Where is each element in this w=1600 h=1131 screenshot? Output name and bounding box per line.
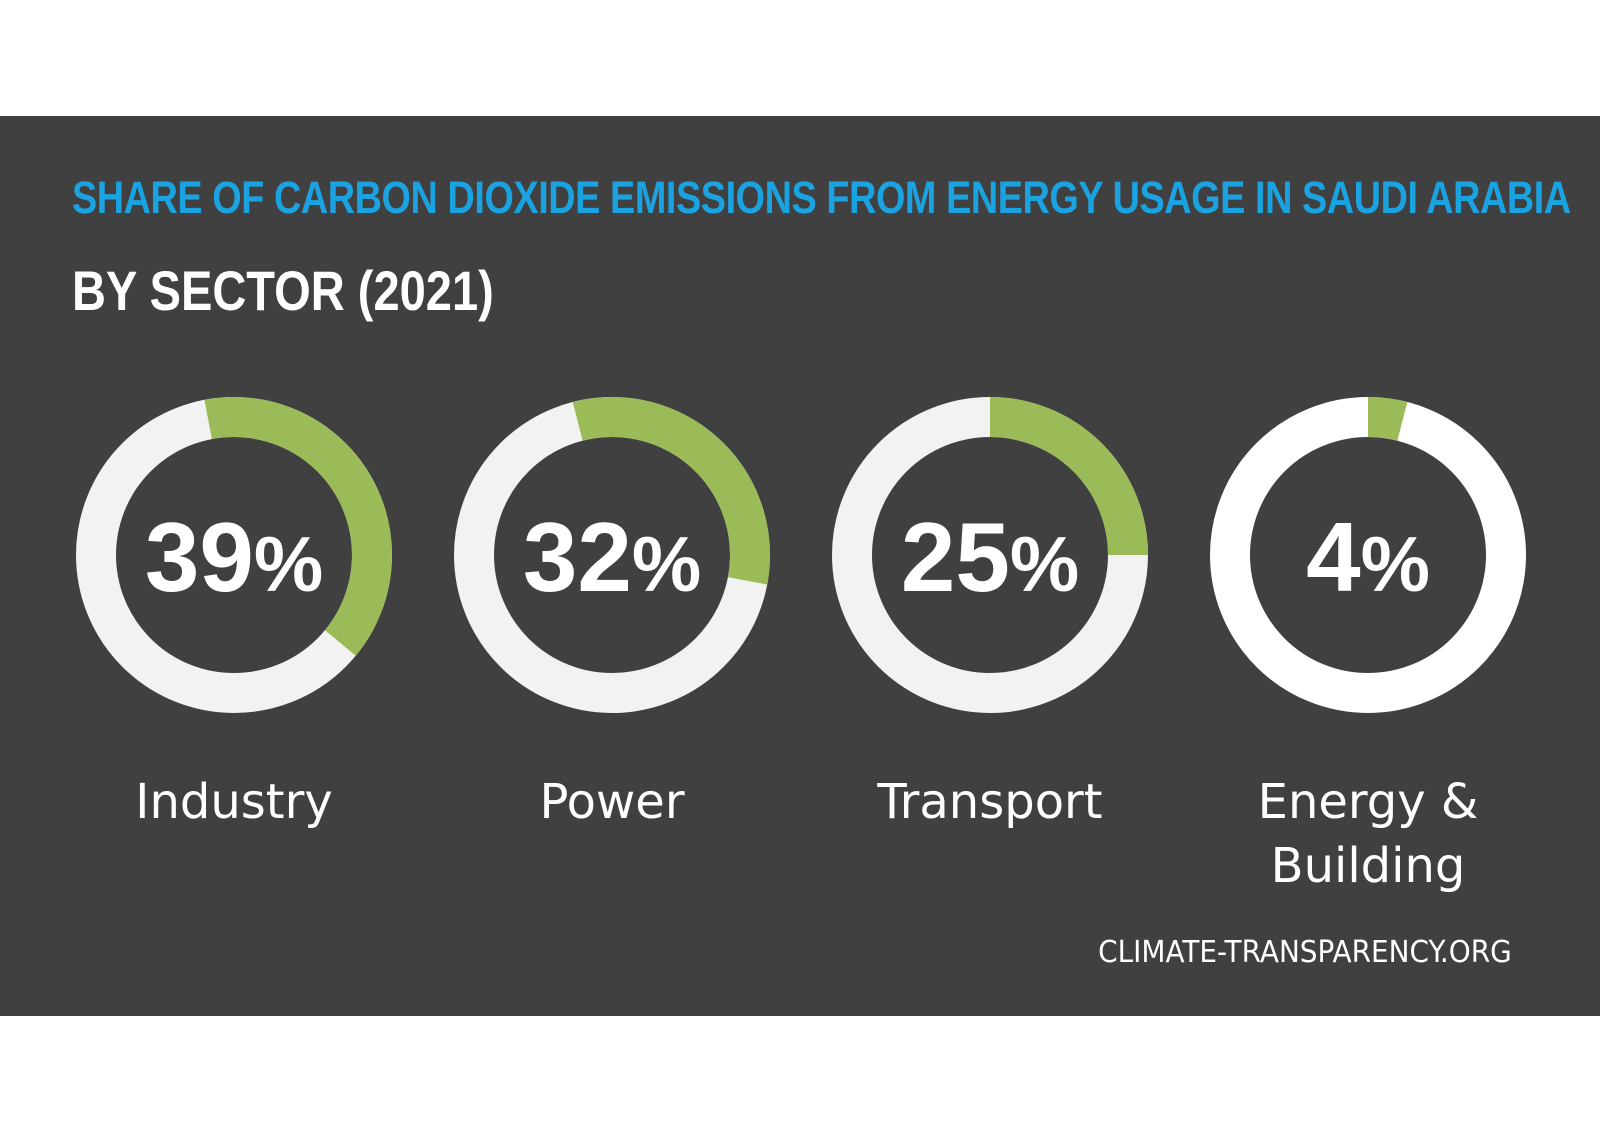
donut-3: 4% Energy & Building xyxy=(1210,397,1526,894)
chart-panel xyxy=(0,116,1600,1016)
donut-slice xyxy=(1367,397,1408,441)
value-unit: % xyxy=(1010,520,1079,608)
donut-0: 39% Industry xyxy=(76,397,392,830)
donut-2: 25% Transport xyxy=(832,397,1148,830)
donut-slice xyxy=(989,397,1148,556)
value-label: 4% xyxy=(1306,502,1430,612)
donut-slice xyxy=(572,397,770,585)
value-number: 4 xyxy=(1306,502,1361,612)
value-unit: % xyxy=(254,520,323,608)
value-label: 32% xyxy=(523,502,701,612)
value-label: 39% xyxy=(145,502,323,612)
chart-title: SHARE OF CARBON DIOXIDE EMISSIONS FROM E… xyxy=(72,172,1571,223)
value-number: 32 xyxy=(523,502,632,612)
category-label: Building xyxy=(1271,838,1466,894)
value-unit: % xyxy=(632,520,701,608)
category-label: Energy & xyxy=(1258,774,1479,830)
donut-1: 32% Power xyxy=(454,397,770,830)
category-label: Transport xyxy=(876,774,1102,830)
category-label: Power xyxy=(539,774,684,830)
category-label: Industry xyxy=(135,774,332,830)
value-label: 25% xyxy=(901,502,1079,612)
value-unit: % xyxy=(1361,520,1430,608)
value-number: 25 xyxy=(901,502,1010,612)
value-number: 39 xyxy=(145,502,254,612)
chart-subtitle: BY SECTOR (2021) xyxy=(72,259,494,322)
source-credit: CLIMATE-TRANSPARENCY.ORG xyxy=(1098,935,1512,970)
donut-slice xyxy=(204,397,392,656)
